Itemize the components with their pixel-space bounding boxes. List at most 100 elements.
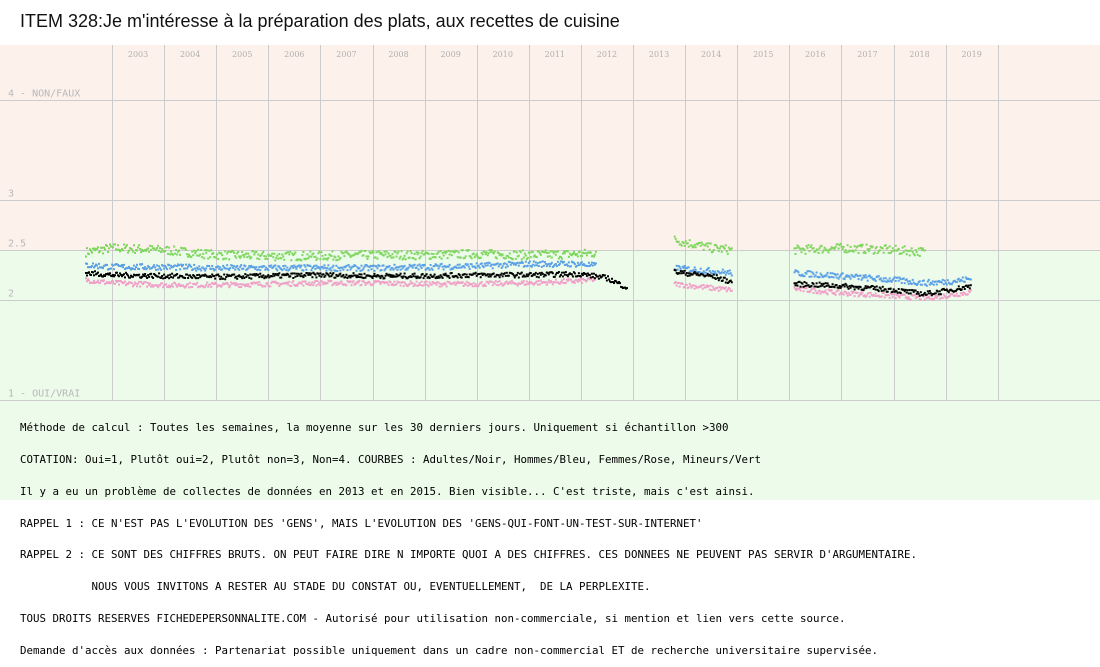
mineurs-point [191, 250, 194, 253]
hommes-point [855, 273, 858, 276]
mineurs-point [88, 253, 90, 256]
mineurs-point [102, 252, 104, 255]
adultes-point [539, 273, 542, 276]
hommes-point [593, 263, 596, 266]
femmes-point [103, 279, 105, 282]
hommes-point [963, 280, 966, 283]
adultes-point [541, 272, 544, 275]
adultes-point [348, 274, 351, 277]
hommes-point [427, 267, 430, 270]
hommes-point [589, 263, 592, 266]
hommes-point [676, 268, 679, 271]
adultes-point [120, 273, 122, 276]
femmes-point [508, 280, 511, 283]
adultes-point [373, 272, 376, 275]
adultes-point [880, 289, 883, 292]
mineurs-point [302, 251, 305, 253]
adultes-point [801, 282, 804, 285]
hommes-point [344, 266, 347, 269]
mineurs-point [207, 257, 210, 260]
adultes-point [558, 275, 561, 278]
mineurs-point [708, 248, 711, 251]
femmes-point [816, 292, 819, 295]
adultes-point [831, 283, 834, 286]
mineurs-point [904, 249, 907, 252]
hommes-point [300, 264, 303, 267]
femmes-point [849, 293, 852, 296]
adultes-point [118, 275, 120, 278]
adultes-point [799, 285, 802, 288]
adultes-point [592, 272, 595, 275]
femmes-point [730, 289, 733, 292]
mineurs-point [419, 255, 422, 258]
adultes-point [852, 285, 855, 288]
adultes-point [968, 287, 971, 290]
adultes-point [441, 276, 444, 279]
adultes-point [863, 287, 866, 290]
mineurs-point [107, 251, 109, 253]
femmes-point [505, 280, 508, 283]
mineurs-point [526, 256, 529, 259]
femmes-point [445, 285, 448, 288]
adultes-point [879, 287, 882, 290]
mineurs-point [366, 257, 369, 260]
femmes-point [350, 284, 353, 287]
hommes-point [481, 265, 484, 267]
adultes-point [793, 282, 796, 285]
adultes-point [124, 276, 126, 279]
hommes-point [254, 267, 257, 270]
femmes-point [470, 283, 473, 286]
mineurs-point [680, 244, 683, 247]
adultes-point [716, 277, 719, 279]
hommes-point [240, 264, 243, 267]
femmes-point [830, 289, 833, 291]
mineurs-point [679, 243, 682, 246]
mineurs-point [834, 246, 837, 249]
hommes-point [194, 267, 197, 270]
hommes-point [826, 271, 829, 274]
adultes-point [412, 275, 415, 278]
hommes-point [565, 263, 568, 266]
mineurs-point [562, 250, 565, 253]
femmes-point [845, 292, 848, 295]
femmes-point [509, 282, 512, 285]
hommes-point [303, 264, 306, 267]
hommes-point [291, 265, 294, 268]
mineurs-point [250, 256, 253, 259]
mineurs-point [239, 256, 242, 259]
adultes-point [842, 283, 845, 286]
femmes-point [88, 279, 90, 282]
hommes-point [885, 280, 888, 283]
femmes-point [415, 280, 418, 283]
mineurs-point [93, 247, 95, 250]
adultes-point [238, 274, 241, 277]
adultes-point [241, 277, 244, 280]
femmes-point [569, 278, 572, 281]
hommes-point [856, 275, 859, 278]
femmes-point [311, 281, 314, 284]
femmes-point [709, 284, 712, 287]
femmes-point [171, 283, 174, 286]
hommes-point [309, 265, 312, 268]
femmes-point [487, 282, 490, 285]
adultes-point [503, 272, 506, 275]
adultes-point [85, 272, 87, 274]
hommes-point [704, 271, 707, 274]
hommes-point [237, 267, 240, 270]
hommes-point [162, 264, 165, 267]
femmes-point [462, 285, 465, 287]
mineurs-point [916, 253, 919, 256]
mineurs-point [242, 254, 245, 256]
mineurs-point [334, 256, 337, 259]
adultes-point [474, 271, 477, 274]
mineurs-point [420, 252, 423, 255]
adultes-point [273, 274, 276, 277]
femmes-point [258, 281, 261, 284]
hommes-point [532, 260, 535, 263]
adultes-point [379, 277, 382, 280]
adultes-point [328, 275, 331, 278]
mineurs-point [812, 247, 815, 250]
adultes-point [249, 273, 252, 276]
mineurs-point [875, 246, 878, 249]
mineurs-point [394, 251, 397, 254]
